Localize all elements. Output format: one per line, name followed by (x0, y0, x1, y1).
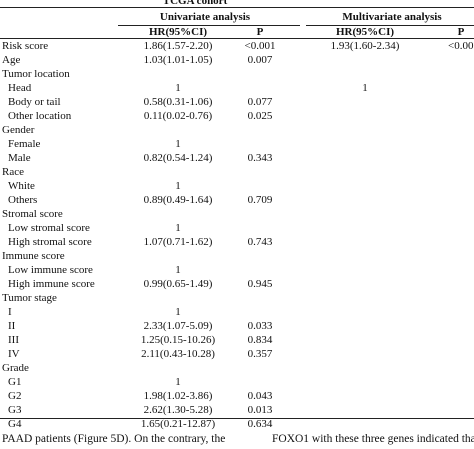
cell: 0.82(0.54-1.24) (143, 152, 213, 164)
cell: 0.945 (247, 278, 273, 290)
cell: 1.03(1.01-1.05) (143, 54, 213, 66)
cell: 0.58(0.31-1.06) (143, 96, 213, 108)
row-label: G2 (8, 390, 22, 402)
row-label: Risk score (2, 40, 49, 52)
cell: 1.25(0.15-10.26) (140, 334, 216, 346)
body-text: FOXO1 with these three genes indicated t… (272, 433, 474, 445)
cell: 0.343 (247, 152, 273, 164)
rule (0, 38, 474, 39)
row-label: G3 (8, 404, 22, 416)
cell: 0.634 (247, 418, 273, 430)
row-label: Race (2, 166, 24, 178)
cell: <0.001 (244, 40, 276, 52)
row-label: Immune score (2, 250, 65, 262)
row-label: Tumor stage (2, 292, 57, 304)
row-label: Low immune score (8, 264, 93, 276)
rule (0, 418, 474, 419)
cell: 0.033 (247, 320, 273, 332)
row-label: Male (8, 152, 31, 164)
row-label: White (8, 180, 35, 192)
cell: 0.043 (247, 390, 273, 402)
cell: 2.11(0.43-10.28) (141, 348, 215, 360)
cell: 1 (175, 306, 181, 318)
cell: 0.007 (247, 54, 273, 66)
column-header: P (256, 26, 264, 38)
cell: 0.743 (247, 236, 273, 248)
column-header: HR(95%CI) (148, 26, 208, 38)
row-label: Gender (2, 124, 35, 136)
rule (0, 7, 474, 8)
rule (118, 25, 300, 26)
column-header: HR(95%CI) (335, 26, 395, 38)
group-header: Univariate analysis (159, 11, 251, 23)
row-label: High stromal score (8, 236, 92, 248)
cell: 1 (175, 264, 181, 276)
cell: 1.98(1.02-3.86) (143, 390, 213, 402)
row-label: I (8, 306, 12, 318)
cell: 1 (175, 138, 181, 150)
row-label: Grade (2, 362, 29, 374)
row-label: Other location (8, 110, 72, 122)
row-label: Female (8, 138, 41, 150)
row-label: G1 (8, 376, 22, 388)
row-label: IV (8, 348, 20, 360)
cell: 1.93(1.60-2.34) (330, 40, 400, 52)
rule (306, 25, 474, 26)
row-label: Low stromal score (8, 222, 90, 234)
row-label: II (8, 320, 16, 332)
row-label: Head (8, 82, 32, 94)
cell: 0.834 (247, 334, 273, 346)
cell: 1 (175, 376, 181, 388)
cell: 0.11(0.02-0.76) (143, 110, 213, 122)
cell: 1.07(0.71-1.62) (143, 236, 213, 248)
cell: 1 (175, 222, 181, 234)
group-header: Multivariate analysis (342, 11, 442, 23)
row-label: III (8, 334, 19, 346)
body-text: PAAD patients (Figure 5D). On the contra… (2, 433, 226, 445)
row-label: G4 (8, 418, 22, 430)
cell: 0.99(0.65-1.49) (143, 278, 213, 290)
row-label: Tumor location (2, 68, 70, 80)
cell: 1 (362, 82, 368, 94)
cell: 0.357 (247, 348, 273, 360)
cell: 1 (175, 180, 181, 192)
row-label: Stromal score (2, 208, 63, 220)
row-label: Age (2, 54, 21, 66)
cell: 0.709 (247, 194, 273, 206)
cell: 0.89(0.49-1.64) (143, 194, 213, 206)
table-title: TCGA cohort (162, 0, 228, 7)
column-header: P (457, 26, 465, 38)
row-label: High immune score (8, 278, 95, 290)
row-label: Body or tail (8, 96, 61, 108)
cell: 0.013 (247, 404, 273, 416)
cell: 0.077 (247, 96, 273, 108)
cell: 1 (175, 82, 181, 94)
cell: 2.33(1.07-5.09) (143, 320, 213, 332)
cell: 1.65(0.21-12.87) (140, 418, 216, 430)
cell: <0.001 (448, 40, 474, 52)
cell: 2.62(1.30-5.28) (143, 404, 213, 416)
cell: 0.025 (247, 110, 273, 122)
row-label: Others (8, 194, 38, 206)
cell: 1.86(1.57-2.20) (143, 40, 213, 52)
